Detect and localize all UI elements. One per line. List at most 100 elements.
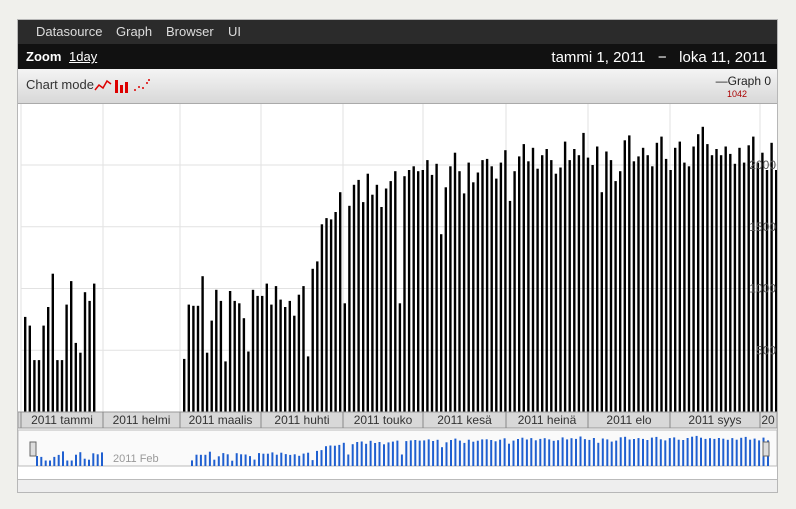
overview-bar [512, 440, 515, 466]
bar [490, 166, 493, 412]
bar-mode-icon[interactable] [114, 77, 132, 93]
bar [747, 145, 750, 413]
bar [508, 200, 512, 412]
overview-bar [338, 444, 341, 466]
overview-bar [96, 454, 99, 466]
y-tick-label: 500 [756, 343, 776, 357]
overview-bar [378, 442, 381, 466]
bar [485, 158, 489, 412]
overview-bar [423, 440, 426, 466]
bar [444, 187, 447, 412]
overview-bar [316, 450, 318, 466]
date-end[interactable]: loka 11, 2011 [679, 49, 767, 66]
overview-bar [700, 437, 702, 466]
bar [187, 304, 190, 412]
overview-bar [235, 453, 238, 466]
overview-bar [191, 460, 193, 466]
overview-bar [195, 454, 198, 466]
menu-datasource[interactable]: Datasource [36, 24, 103, 39]
bar [233, 300, 236, 412]
overview-bar [503, 438, 506, 466]
overview-bar [208, 451, 211, 466]
bar [70, 281, 73, 412]
overview-bar [709, 438, 711, 466]
bar [775, 170, 777, 412]
overview-bar [199, 454, 202, 466]
bar [637, 156, 640, 412]
bar [28, 325, 31, 412]
menu-ui[interactable]: UI [228, 24, 241, 39]
overview-bar [266, 453, 269, 466]
overview-bar [722, 438, 725, 466]
bar [476, 172, 480, 412]
bar [559, 167, 562, 412]
overview-bar [575, 438, 577, 466]
overview-bar [570, 438, 573, 466]
scatter-mode-icon[interactable] [133, 77, 151, 93]
overview-bar [222, 453, 225, 466]
overview-bar [664, 440, 667, 466]
overview-bar [713, 438, 716, 466]
bar [311, 268, 314, 412]
bar [270, 304, 273, 412]
date-start[interactable]: tammi 1, 2011 [551, 49, 646, 66]
overview-right-handle [762, 441, 770, 457]
overview-bar [758, 440, 761, 466]
overview-bar [414, 440, 417, 466]
bar [339, 192, 342, 412]
month-label: 2011 syys [688, 413, 741, 427]
bar [242, 318, 246, 412]
bar [284, 307, 287, 412]
month-label: 20 [761, 413, 775, 427]
overview-bar [673, 437, 676, 466]
overview-bar [637, 438, 640, 466]
bar [412, 166, 415, 412]
chart-mode-label: Chart mode [26, 77, 94, 92]
legend-series-name: Graph 0 [727, 74, 771, 88]
bar [343, 303, 346, 412]
bar [56, 360, 59, 412]
bar [334, 212, 337, 412]
overview-bar [740, 437, 743, 466]
overview-bar [79, 452, 82, 466]
bar [628, 135, 631, 412]
overview-bar [351, 444, 354, 466]
overview-bar [561, 437, 564, 466]
bar [210, 320, 213, 412]
overview-bar [329, 445, 332, 466]
overview-bar [240, 454, 243, 466]
overview-bar [432, 441, 435, 466]
line-mode-icon[interactable] [94, 77, 112, 93]
overview-bar [391, 441, 394, 466]
horizontal-scrollbar[interactable] [18, 479, 777, 492]
menu-graph[interactable]: Graph [116, 24, 153, 39]
bar [582, 132, 585, 412]
overview-bar [717, 438, 720, 466]
bar [183, 358, 186, 412]
overview-bar [92, 453, 95, 466]
overview-bar [347, 454, 350, 466]
overview-bar [695, 435, 698, 466]
zoom-bar: Zoom 1day tammi 1, 2011 − loka 11, 2011 [18, 44, 777, 69]
bar [573, 149, 576, 412]
bar [660, 136, 663, 412]
bar [371, 194, 374, 412]
overview-bar [302, 453, 305, 466]
menu-browser[interactable]: Browser [166, 24, 214, 39]
bar [274, 286, 278, 412]
overview-bar [418, 440, 421, 466]
overview-bar [467, 439, 470, 466]
y-tick-label: 1000 [749, 282, 776, 296]
bar [247, 351, 250, 412]
bar [60, 360, 64, 412]
overview-bar [400, 454, 403, 466]
overview-bar [735, 439, 738, 466]
overview-bar [624, 436, 627, 466]
overview-bar [311, 460, 314, 466]
overview-bar [320, 450, 323, 466]
overview-bar [485, 439, 488, 466]
bar [742, 162, 746, 412]
zoom-1day-link[interactable]: 1day [69, 49, 98, 64]
bar [215, 289, 218, 412]
